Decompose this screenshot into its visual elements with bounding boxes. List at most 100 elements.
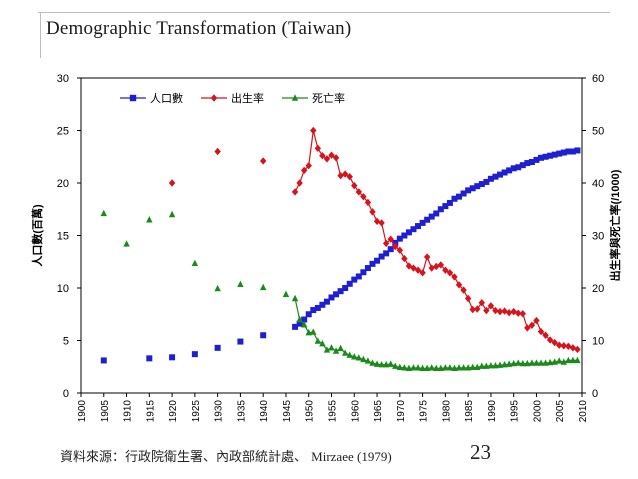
data-point [414,364,422,371]
data-point [492,306,499,315]
data-point [100,357,107,364]
data-point [237,280,244,288]
data-point [437,261,445,269]
data-point [333,291,340,298]
data-point [524,324,531,332]
x-tick-label: 1935 [236,400,247,423]
data-point [323,298,330,305]
data-point [565,148,572,155]
data-point [292,323,299,330]
data-point [455,364,463,371]
data-point [487,362,495,369]
x-tick-label: 2000 [532,400,543,423]
legend: 人口數 出生率 死亡率 [120,91,345,105]
source-note: 資料來源：行政院衛生署、內政部統計處、 Mirzaee (1979) [60,446,392,465]
x-tick-label: 1955 [328,400,339,423]
data-point [437,364,445,372]
data-point [537,327,545,336]
data-point [382,239,390,248]
data-point [533,156,540,163]
data-point [378,219,385,227]
data-point [456,193,463,200]
series-line [294,298,578,369]
data-point [355,354,363,361]
y-left-tick-label: 10 [57,283,69,295]
data-point [405,229,412,236]
data-point [483,362,490,369]
data-point [323,346,331,353]
data-point [291,294,299,302]
data-point [369,208,376,216]
data-point [546,358,554,366]
data-point [487,175,494,182]
data-point [392,362,399,369]
data-point [351,181,358,190]
data-point [465,187,472,194]
data-point [328,151,335,159]
data-point [469,185,476,192]
legend-marker [210,94,218,102]
data-point [291,188,299,196]
data-point [419,269,426,277]
y-left-tick-label: 20 [57,178,69,190]
y-left-axis-title: 人口數(百萬) [30,204,44,267]
data-point [519,359,526,367]
data-point [341,349,349,356]
y-right-tick-label: 60 [592,73,604,85]
y-left-tick-label: 30 [57,73,69,85]
data-point [424,216,431,223]
data-point [442,203,449,210]
series-1 [100,147,581,364]
legend-marker [129,94,137,102]
data-point [455,281,463,289]
data-point [478,299,485,307]
slide-title: Demographic Transformation (Taiwan) [46,18,352,39]
data-point [100,209,107,217]
data-point [259,157,267,165]
series-2 [168,126,581,354]
data-point [419,219,426,226]
data-point [374,257,381,264]
data-point [355,273,362,280]
data-point [460,364,467,371]
data-point [478,362,485,369]
data-point [396,363,404,370]
data-point [214,344,221,351]
data-point [505,308,513,317]
data-point [396,246,404,254]
data-point [483,306,490,315]
data-point [510,307,517,316]
top-rule [38,12,610,13]
legend-marker [291,94,299,101]
data-point [369,260,376,267]
data-point [501,169,508,176]
data-point [560,342,567,350]
x-tick-label: 1910 [123,400,134,423]
data-point [382,360,390,368]
x-tick-label: 1925 [191,400,202,423]
data-point [451,195,458,202]
data-point [497,171,504,178]
data-point [528,359,536,366]
data-point [428,213,435,220]
data-point [414,266,422,274]
data-point [341,170,349,178]
data-point [469,305,476,314]
data-point [556,341,563,349]
data-point [556,357,563,364]
data-point [373,360,381,367]
data-point [378,253,385,260]
data-point [310,126,317,135]
data-point [169,354,176,361]
data-point [542,331,549,339]
y-left-tick-label: 25 [57,126,69,138]
x-tick-label: 1985 [464,400,475,423]
data-point [301,316,308,323]
data-point [519,162,526,169]
source-text: 資料來源：行政院衛生署、內政部統計處、 [60,450,308,465]
data-point [214,284,221,292]
data-point [451,273,458,281]
data-point [360,355,367,363]
x-tick-label: 1980 [441,400,452,423]
data-point [364,357,372,364]
